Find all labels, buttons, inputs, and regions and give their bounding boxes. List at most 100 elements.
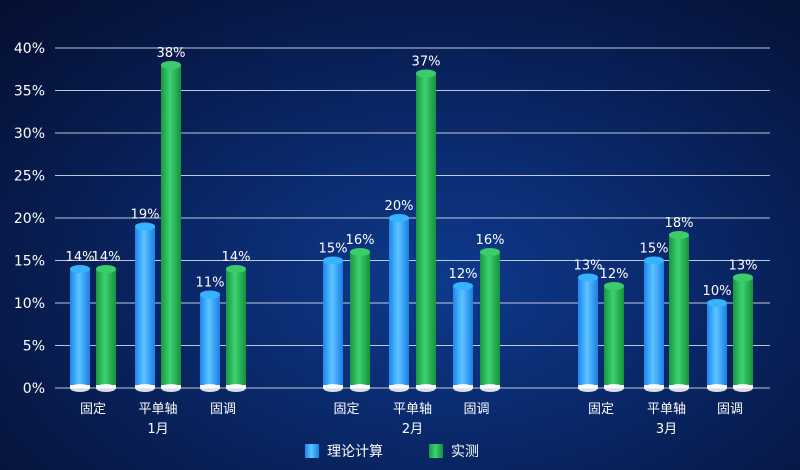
bar-body [578, 277, 598, 388]
bar-measured [480, 248, 500, 392]
bar-theory [389, 214, 409, 392]
bar-base-band [226, 385, 246, 388]
bar-top [161, 61, 181, 69]
bar-top [644, 256, 664, 265]
bar-base-band [578, 385, 598, 388]
bar-body [480, 252, 500, 388]
y-tick-label: 20% [14, 211, 45, 227]
bar-measured [416, 69, 436, 392]
bar-base-band [604, 385, 624, 388]
bar-top [70, 265, 90, 273]
bar-top [453, 282, 473, 290]
bar-body [453, 286, 473, 388]
data-label: 20% [385, 199, 414, 214]
bar-body [135, 226, 155, 388]
bar-base-band [323, 385, 343, 388]
y-tick-label: 5% [23, 339, 45, 355]
x-category-label: 平单轴 [138, 402, 177, 417]
x-category-label: 平单轴 [647, 402, 686, 417]
x-group-label: 2月 [402, 422, 423, 437]
bar-top [389, 214, 409, 222]
bar-body [644, 260, 664, 388]
bar-base-band [161, 385, 181, 388]
bar-body [323, 260, 343, 388]
bar-measured [161, 61, 181, 392]
bar-base-band [707, 385, 727, 388]
legend-label: 理论计算 [327, 444, 383, 460]
bar-base-band [416, 385, 436, 388]
bar-top [669, 231, 689, 239]
bar-body [604, 286, 624, 388]
bar-base-band [96, 385, 116, 388]
y-tick-label: 35% [14, 84, 45, 100]
bar-top [733, 273, 753, 282]
bar-base-band [70, 385, 90, 388]
data-label: 38% [157, 46, 186, 61]
bar-top [707, 299, 727, 307]
data-label: 10% [703, 284, 732, 299]
x-category-label: 平单轴 [393, 402, 432, 417]
legend-swatch [429, 444, 443, 458]
bar-body [733, 277, 753, 388]
bar-body [416, 73, 436, 388]
data-label: 15% [640, 242, 669, 257]
bar-theory [135, 222, 155, 392]
x-category-label: 固调 [463, 402, 489, 417]
bar-measured [733, 273, 753, 392]
bar-base-band [350, 385, 370, 388]
bar-base-band [389, 385, 409, 388]
bar-measured [604, 282, 624, 392]
data-label: 16% [476, 233, 505, 248]
y-tick-label: 15% [14, 254, 45, 270]
data-label: 15% [319, 242, 348, 257]
bar-theory [707, 299, 727, 392]
bar-body [707, 303, 727, 388]
data-label: 19% [131, 208, 160, 223]
bar-top [135, 222, 155, 231]
data-label: 14% [222, 250, 251, 265]
bar-top [578, 273, 598, 282]
data-label: 13% [729, 259, 758, 274]
y-tick-label: 0% [23, 381, 45, 397]
bar-base-band [669, 385, 689, 388]
bar-theory [578, 273, 598, 392]
bar-theory [453, 282, 473, 392]
bar-measured [96, 265, 116, 392]
x-group-label: 3月 [656, 422, 677, 437]
data-label: 12% [449, 267, 478, 282]
x-category-label: 固定 [333, 402, 359, 417]
bar-measured [350, 248, 370, 392]
legend-label: 实测 [451, 444, 479, 460]
legend-swatch [305, 444, 319, 458]
bar-body [389, 218, 409, 388]
bar-theory [323, 256, 343, 392]
bar-measured [226, 265, 246, 392]
y-axis: 0% 5% 10% 15% 20% 25% 30% 35% 40% [14, 41, 45, 397]
bars: 14%14%19%38%11%14%15%16%20%37%12%16%13%1… [66, 46, 758, 392]
x-category-label: 固调 [210, 402, 236, 417]
bar-base-band [135, 385, 155, 388]
bar-base-band [733, 385, 753, 388]
bar-top [323, 256, 343, 265]
bar-body [161, 65, 181, 388]
bar-base-band [644, 385, 664, 388]
data-label: 16% [346, 233, 375, 248]
x-axis: 固定 平单轴 固调 1月 固定 平单轴 固调 2月 固定 平单轴 固调 3月 [80, 402, 743, 437]
bar-body [70, 269, 90, 388]
bar-top [226, 265, 246, 273]
x-category-label: 固调 [717, 402, 743, 417]
data-label: 12% [600, 267, 629, 282]
data-label: 13% [574, 259, 603, 274]
y-tick-label: 10% [14, 296, 45, 312]
bar-body [226, 269, 246, 388]
y-tick-label: 30% [14, 126, 45, 142]
bar-body [669, 235, 689, 388]
bar-base-band [453, 385, 473, 388]
bar-base-band [480, 385, 500, 388]
bar-theory [70, 265, 90, 392]
x-group-label: 1月 [147, 422, 168, 437]
data-label: 14% [92, 250, 121, 265]
bar-body [96, 269, 116, 388]
data-label: 11% [196, 276, 225, 291]
bar-top [416, 69, 436, 78]
